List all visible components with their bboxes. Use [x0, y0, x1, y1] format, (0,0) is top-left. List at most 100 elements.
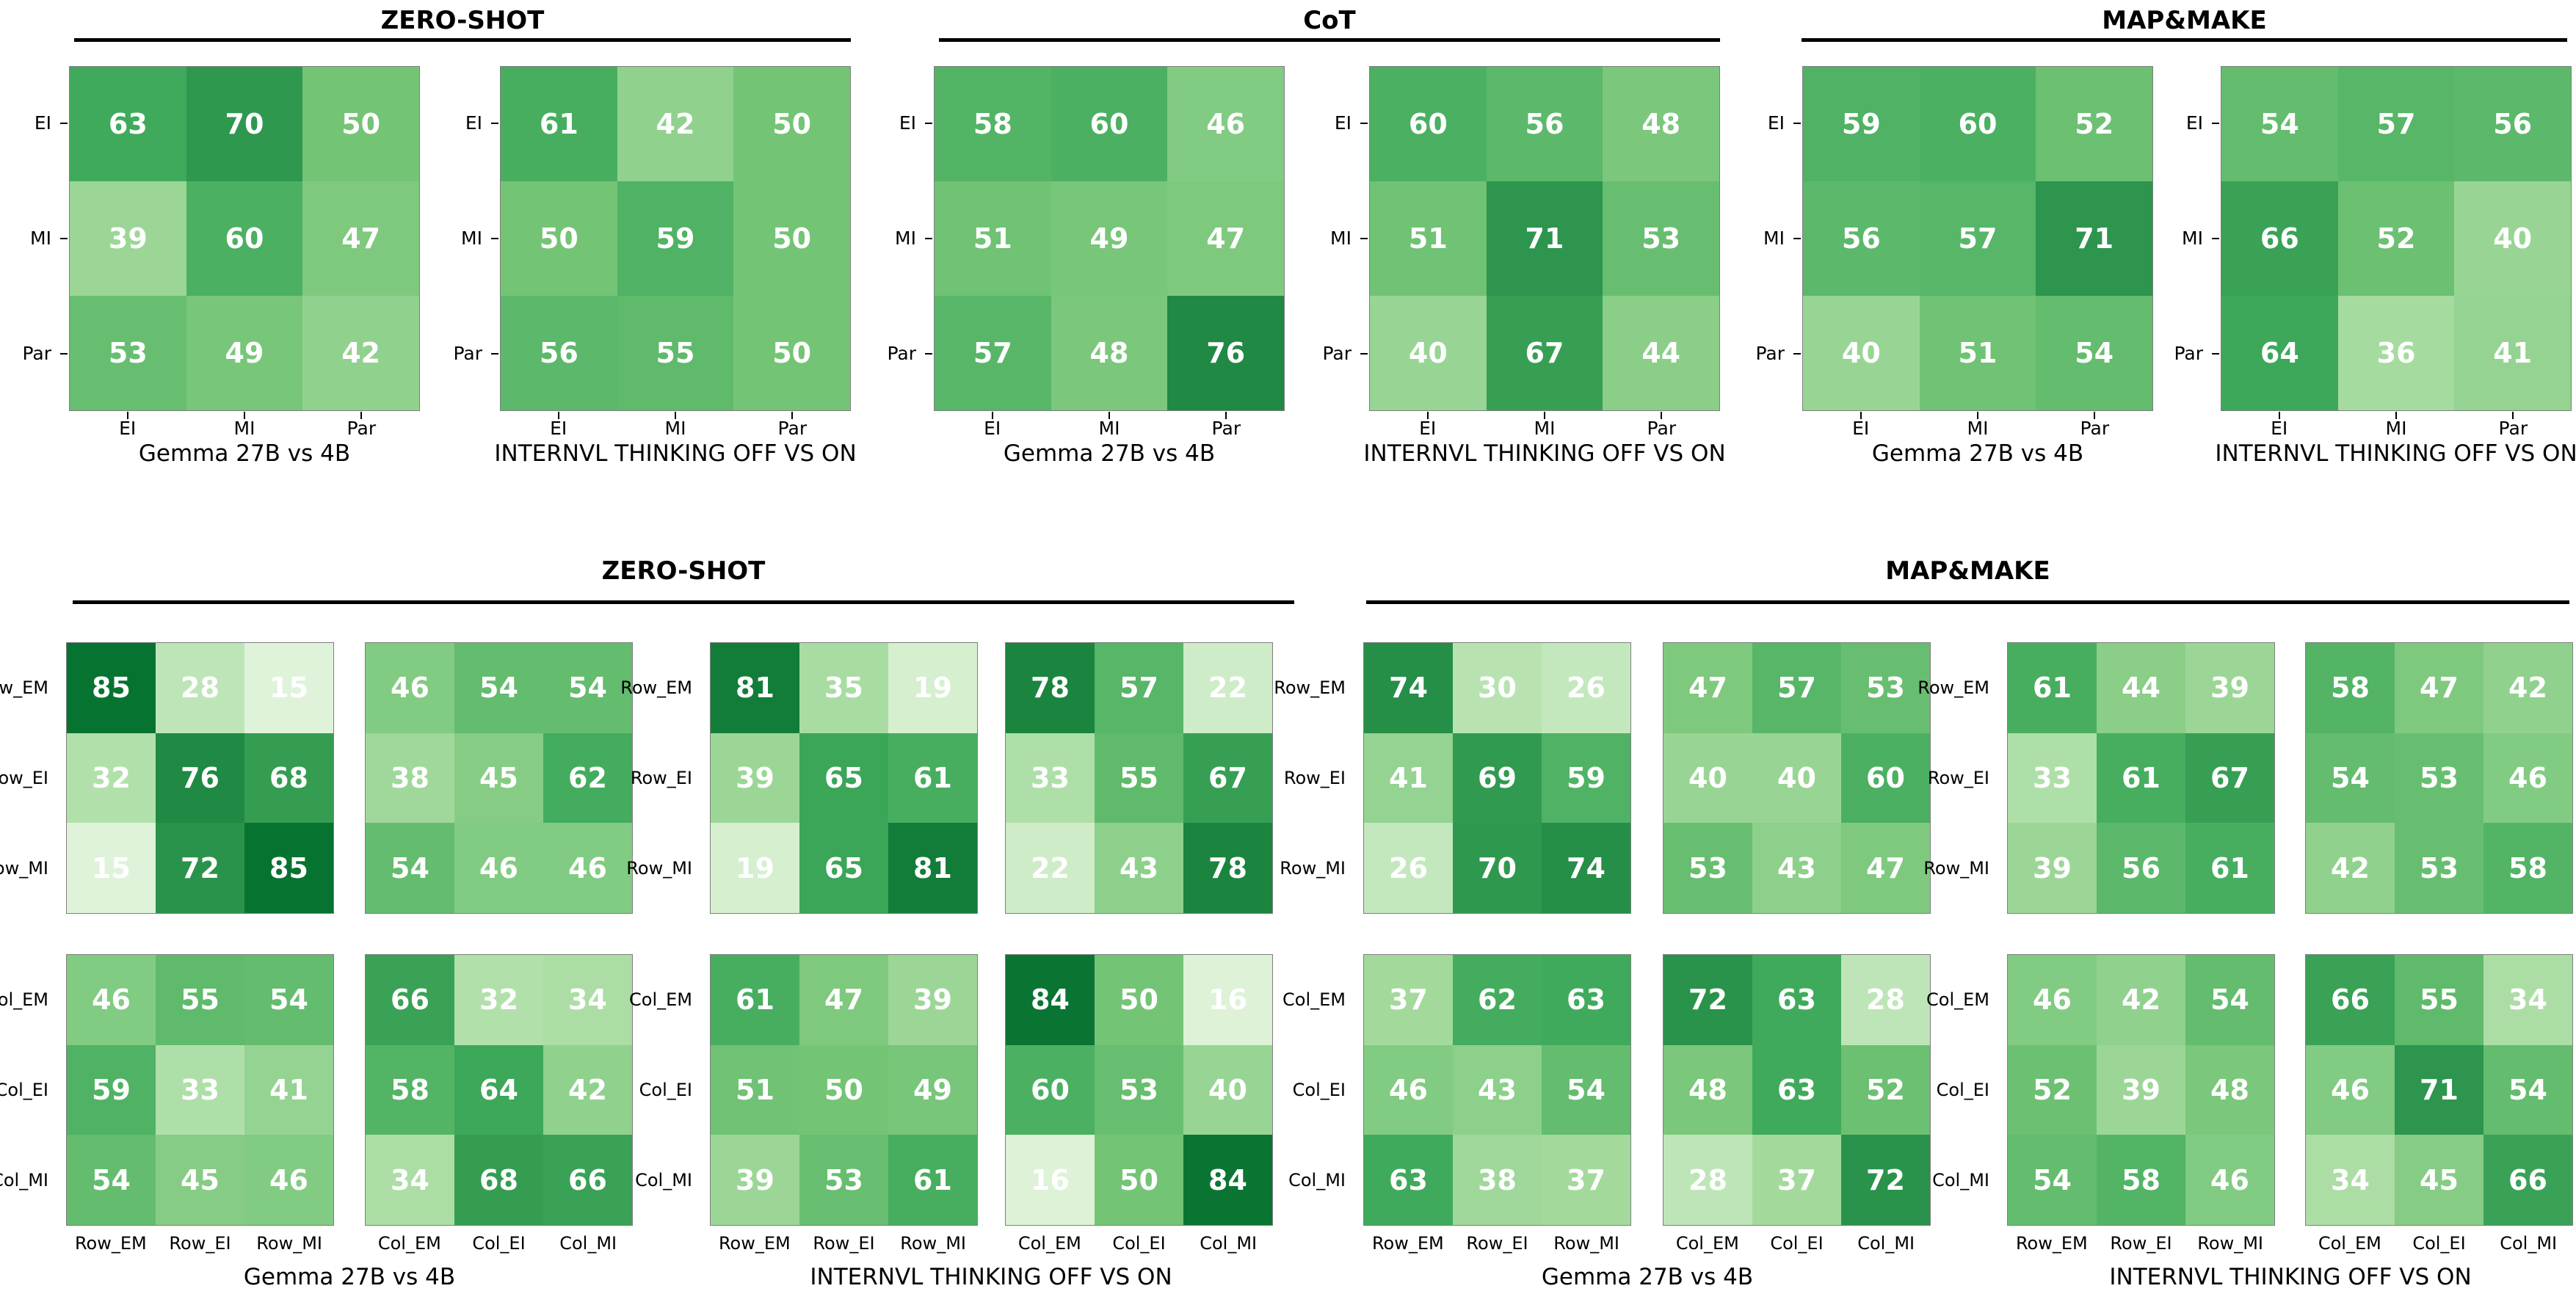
cell-value: 48: [1641, 108, 1681, 140]
cell-value: 67: [2210, 761, 2249, 794]
cell-value: 47: [2420, 672, 2459, 705]
y-tick-label: EI: [34, 112, 51, 134]
heatmap-panel: 66 32 34 58 64 42 34 68 66: [365, 954, 633, 1226]
x-tick-mark: [1225, 412, 1227, 419]
y-tick-label: Row_MI: [626, 858, 692, 879]
cell-value: 63: [108, 108, 148, 140]
y-tick-label: MI: [30, 228, 51, 249]
cell-value: 53: [1120, 1073, 1158, 1106]
heatmap-cell: 69: [1453, 733, 1542, 824]
cell-value: 49: [913, 1073, 952, 1106]
cell-value: 33: [181, 1073, 219, 1106]
cell-value: 42: [568, 1073, 607, 1106]
cell-value: 56: [1841, 222, 1881, 255]
cell-value: 38: [1478, 1163, 1517, 1196]
cell-value: 54: [2075, 337, 2114, 369]
cell-value: 74: [1567, 851, 1606, 884]
title-underline: [74, 38, 851, 42]
cell-value: 52: [2033, 1073, 2072, 1106]
y-tick-label: EI: [1767, 112, 1785, 134]
x-tick-label: EI: [1419, 418, 1437, 439]
cell-value: 72: [1688, 984, 1727, 1017]
y-tick-label: Row_MI: [1280, 858, 1346, 879]
cell-value: 60: [1958, 108, 1998, 140]
heatmap-cell: 49: [186, 296, 303, 410]
cell-value: 39: [2122, 1073, 2160, 1106]
cell-value: 54: [2033, 1163, 2072, 1196]
cell-value: 40: [1688, 761, 1727, 794]
cell-value: 46: [2033, 984, 2072, 1017]
x-tick-label: MI: [664, 418, 686, 439]
cell-value: 68: [269, 761, 308, 794]
y-tick-label: Par: [1322, 342, 1352, 364]
cell-value: 40: [1841, 337, 1881, 369]
heatmap-cell: 40: [1752, 733, 1841, 824]
heatmap-cell: 44: [2097, 643, 2185, 733]
cell-value: 15: [92, 851, 131, 884]
heatmap-panel: 46 42 54 52 39 48 54 58 46: [2007, 954, 2275, 1226]
heatmap-cell: 54: [244, 955, 333, 1045]
heatmap-cell: 45: [2395, 1135, 2484, 1225]
x-tick-label: EI: [2271, 418, 2288, 439]
heatmap-panel: 58 47 42 54 53 46 42 53 58: [2305, 642, 2573, 914]
cell-value: 50: [539, 222, 578, 255]
y-tick-label: Row_EI: [0, 768, 48, 788]
heatmap-cell: 46: [2484, 733, 2572, 824]
cell-value: 56: [2493, 108, 2533, 140]
cell-value: 68: [479, 1163, 518, 1196]
cell-value: 43: [1478, 1073, 1517, 1106]
cell-value: 60: [1031, 1073, 1070, 1106]
heatmap-cell: 53: [70, 296, 186, 410]
x-tick-label: Par: [1211, 418, 1241, 439]
cell-value: 37: [1567, 1163, 1606, 1196]
block-caption: Gemma 27B vs 4B: [1541, 1264, 1754, 1290]
heatmap-cell: 59: [1542, 733, 1630, 824]
y-tick-label: MI: [2182, 228, 2203, 249]
heatmap-cell: 47: [1167, 181, 1284, 296]
cell-value: 55: [2420, 984, 2459, 1017]
heatmap-cell: 76: [156, 733, 244, 824]
cell-value: 63: [1777, 1073, 1816, 1106]
panel-caption: Gemma 27B vs 4B: [138, 440, 351, 467]
x-tick-mark: [675, 412, 676, 419]
heatmap-cell: 57: [1752, 643, 1841, 733]
cell-value: 48: [2210, 1073, 2249, 1106]
heatmap-cell: 46: [2185, 1135, 2274, 1225]
heatmap-cell: 50: [302, 67, 419, 181]
title-underline: [1366, 600, 2569, 604]
heatmap-cell: 54: [2036, 296, 2152, 410]
cell-value: 46: [92, 984, 131, 1017]
heatmap-cell: 50: [1095, 1135, 1183, 1225]
cell-value: 61: [2210, 851, 2249, 884]
heatmap-cell: 74: [1542, 823, 1630, 913]
x-tick-label: Par: [2498, 418, 2528, 439]
x-tick-label: Col_MI: [2500, 1233, 2558, 1254]
heatmap-cell: 16: [1183, 955, 1272, 1045]
heatmap-cell: 58: [2484, 823, 2572, 913]
cell-value: 55: [656, 337, 695, 369]
x-tick-mark: [2395, 412, 2397, 419]
heatmap-cell: 54: [454, 643, 543, 733]
heatmap-cell: 63: [1542, 955, 1630, 1045]
y-tick-mark: [60, 238, 68, 239]
heatmap-cell: 84: [1183, 1135, 1272, 1225]
panel-caption: INTERNVL THINKING OFF VS ON: [2215, 440, 2576, 467]
heatmap-cell: 19: [888, 643, 977, 733]
heatmap-cell: 85: [244, 823, 333, 913]
heatmap-cell: 63: [1752, 955, 1841, 1045]
block-caption: INTERNVL THINKING OFF VS ON: [810, 1264, 1172, 1290]
heatmap-cell: 54: [2221, 67, 2338, 181]
cell-value: 72: [181, 851, 219, 884]
x-tick-label: Col_MI: [1857, 1233, 1915, 1254]
cell-value: 54: [269, 984, 308, 1017]
y-tick-mark: [60, 352, 68, 355]
y-tick-label: Col_EM: [1926, 989, 1989, 1010]
heatmap-cell: 67: [1183, 733, 1272, 824]
x-tick-mark: [2512, 412, 2514, 419]
heatmap-cell: 48: [1051, 296, 1168, 410]
heatmap-cell: 53: [1095, 1044, 1183, 1135]
heatmap-cell: 43: [1453, 1044, 1542, 1135]
heatmap-cell: 58: [2306, 643, 2395, 733]
y-tick-label: Par: [453, 342, 482, 364]
cell-value: 16: [1031, 1163, 1070, 1196]
